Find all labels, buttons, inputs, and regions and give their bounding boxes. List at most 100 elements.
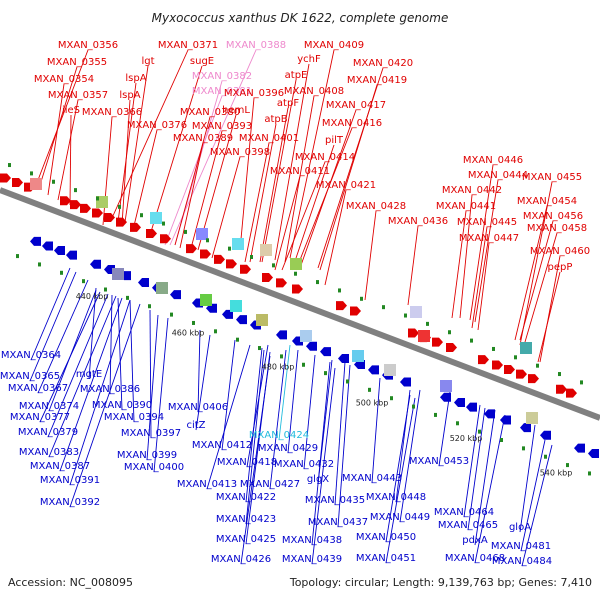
reverse-gene-label[interactable]: MXAN_0451 bbox=[356, 553, 416, 564]
forward-gene-label[interactable]: MXAN_0446 bbox=[463, 155, 523, 166]
reverse-gene-label[interactable]: MXAN_0367 bbox=[8, 383, 68, 394]
forward-gene-label[interactable]: MXAN_0409 bbox=[304, 40, 364, 51]
forward-gene-label[interactable]: lgt bbox=[141, 56, 154, 67]
forward-gene-label[interactable]: MXAN_0417 bbox=[326, 100, 386, 111]
forward-gene-label[interactable]: MXAN_0428 bbox=[346, 201, 406, 212]
reverse-gene-label[interactable]: MXAN_0418 bbox=[217, 457, 277, 468]
forward-gene-label[interactable]: ileS bbox=[62, 105, 80, 116]
forward-gene-label[interactable]: hemL bbox=[222, 105, 250, 116]
forward-gene-label[interactable]: MXAN_0454 bbox=[517, 196, 577, 207]
reverse-gene-label[interactable]: MXAN_0438 bbox=[282, 535, 342, 546]
forward-gene-label[interactable]: MXAN_0389 bbox=[173, 133, 233, 144]
reverse-gene-label[interactable]: glgX bbox=[307, 474, 329, 485]
reverse-gene-label[interactable]: MXAN_0425 bbox=[216, 534, 276, 545]
reverse-gene-label[interactable]: MXAN_0437 bbox=[308, 517, 368, 528]
reverse-gene-label[interactable]: MXAN_0481 bbox=[491, 541, 551, 552]
reverse-gene-label[interactable]: MXAN_0427 bbox=[240, 479, 300, 490]
forward-gene-label[interactable]: ychF bbox=[297, 54, 321, 65]
forward-gene-label[interactable]: atpE bbox=[285, 70, 308, 81]
reverse-gene-label[interactable]: MXAN_0484 bbox=[492, 556, 552, 567]
reverse-gene-label[interactable]: MXAN_0391 bbox=[40, 475, 100, 486]
reverse-gene-label[interactable]: MXAN_0453 bbox=[409, 456, 469, 467]
reverse-gene-label[interactable]: MXAN_0392 bbox=[40, 497, 100, 508]
reverse-gene-label[interactable]: MXAN_0383 bbox=[19, 447, 79, 458]
forward-gene-label[interactable]: MXAN_0441 bbox=[436, 201, 496, 212]
forward-gene-label[interactable]: lspA bbox=[125, 73, 146, 84]
forward-gene-label[interactable]: MXAN_0398 bbox=[210, 147, 270, 158]
reverse-gene-label[interactable]: MXAN_0394 bbox=[104, 412, 164, 423]
reverse-gene-label[interactable]: MXAN_0449 bbox=[370, 512, 430, 523]
reverse-gene-label[interactable]: mgtE bbox=[76, 369, 102, 380]
reverse-gene-label[interactable]: MXAN_0424 bbox=[249, 430, 309, 441]
forward-gene-label[interactable]: MXAN_0442 bbox=[442, 185, 502, 196]
forward-gene-label[interactable]: MXAN_0366 bbox=[82, 107, 142, 118]
reverse-gene-label[interactable]: MXAN_0422 bbox=[216, 492, 276, 503]
reverse-gene-label[interactable]: MXAN_0448 bbox=[366, 492, 426, 503]
reverse-gene-label[interactable]: MXAN_0406 bbox=[168, 402, 228, 413]
forward-gene-label[interactable]: MXAN_0436 bbox=[388, 216, 448, 227]
forward-gene-label[interactable]: MXAN_0411 bbox=[270, 166, 330, 177]
forward-gene-label[interactable]: MXAN_0447 bbox=[459, 233, 519, 244]
forward-gene-label[interactable]: MXAN_0396 bbox=[224, 88, 284, 99]
forward-gene-label[interactable]: MXAN_0355 bbox=[47, 57, 107, 68]
reverse-gene-label[interactable]: MXAN_0468 bbox=[445, 553, 505, 564]
forward-gene-label[interactable]: MXAN_0380 bbox=[180, 107, 240, 118]
reverse-gene-label[interactable]: MXAN_0423 bbox=[216, 514, 276, 525]
reverse-gene-label[interactable]: MXAN_0464 bbox=[434, 507, 494, 518]
forward-gene-label[interactable]: MXAN_0393 bbox=[192, 121, 252, 132]
forward-gene-label[interactable]: MXAN_0382 bbox=[192, 71, 252, 82]
reverse-gene-label[interactable]: MXAN_0443 bbox=[342, 473, 402, 484]
reverse-gene-label[interactable]: MXAN_0364 bbox=[1, 350, 61, 361]
forward-gene-label[interactable]: MXAN_0444 bbox=[468, 170, 528, 181]
reverse-gene-label[interactable]: MXAN_0387 bbox=[30, 461, 90, 472]
reverse-gene-label[interactable]: MXAN_0412 bbox=[192, 440, 252, 451]
reverse-gene-label[interactable]: MXAN_0390 bbox=[92, 400, 152, 411]
reverse-gene-label[interactable]: MXAN_0386 bbox=[80, 384, 140, 395]
forward-gene-label[interactable]: lspA bbox=[119, 90, 140, 101]
forward-gene-label[interactable]: MXAN_0376 bbox=[127, 120, 187, 131]
forward-gene-label[interactable]: sugE bbox=[190, 56, 214, 67]
forward-gene-label[interactable]: MXAN_0401 bbox=[239, 133, 299, 144]
reverse-gene-label[interactable]: MXAN_0379 bbox=[18, 427, 78, 438]
forward-gene-label[interactable]: atpF bbox=[277, 98, 299, 109]
reverse-gene-label[interactable]: MXAN_0439 bbox=[282, 554, 342, 565]
reverse-gene-label[interactable]: MXAN_0399 bbox=[117, 450, 177, 461]
reverse-gene-label[interactable]: MXAN_0377 bbox=[10, 412, 70, 423]
reverse-gene-label[interactable]: citZ bbox=[186, 420, 205, 431]
reverse-gene-label[interactable]: MXAN_0465 bbox=[438, 520, 498, 531]
marker-dot bbox=[60, 270, 63, 275]
forward-gene-label[interactable]: MXAN_0414 bbox=[295, 152, 355, 163]
forward-gene-label[interactable]: MXAN_0388 bbox=[226, 40, 286, 51]
forward-gene-label[interactable]: MXAN_0408 bbox=[284, 86, 344, 97]
forward-gene-label[interactable]: MXAN_0419 bbox=[347, 75, 407, 86]
forward-gene-label[interactable]: MXAN_0371 bbox=[158, 40, 218, 51]
reverse-gene-label[interactable]: MXAN_0365 bbox=[0, 371, 60, 382]
forward-gene-label[interactable]: MXAN_0421 bbox=[316, 180, 376, 191]
reverse-gene-label[interactable]: MXAN_0426 bbox=[211, 554, 271, 565]
forward-gene-label[interactable]: MXAN_0445 bbox=[457, 217, 517, 228]
forward-gene-label[interactable]: pilT bbox=[325, 135, 344, 146]
forward-gene-label[interactable]: MXAN_0357 bbox=[48, 90, 108, 101]
reverse-gene-label[interactable]: gloA bbox=[509, 522, 531, 533]
forward-gene-label[interactable]: MXAN_0456 bbox=[523, 211, 583, 222]
reverse-gene-label[interactable]: MXAN_0432 bbox=[274, 459, 334, 470]
reverse-gene-label[interactable]: MXAN_0450 bbox=[356, 532, 416, 543]
forward-gene-label[interactable]: MXAN_0455 bbox=[522, 172, 582, 183]
forward-gene-label[interactable]: MXAN_0354 bbox=[34, 74, 94, 85]
reverse-gene-label[interactable]: MXAN_0397 bbox=[121, 428, 181, 439]
forward-gene-label[interactable]: pepP bbox=[548, 262, 573, 273]
forward-gene-label[interactable]: MXAN_0416 bbox=[322, 118, 382, 129]
forward-gene-label[interactable]: MXAN_0420 bbox=[353, 58, 413, 69]
reverse-gene-label[interactable]: MXAN_0435 bbox=[305, 495, 365, 506]
forward-gene-label[interactable]: MXAN_0460 bbox=[530, 246, 590, 257]
forward-gene-label[interactable]: MXAN_0381 bbox=[192, 86, 252, 97]
forward-gene-label[interactable]: atpB bbox=[264, 114, 287, 125]
reverse-gene-label[interactable]: MXAN_0400 bbox=[124, 462, 184, 473]
forward-gene-label[interactable]: MXAN_0356 bbox=[58, 40, 118, 51]
reverse-gene-label[interactable]: pdxA bbox=[462, 535, 488, 546]
reverse-gene-label[interactable]: MXAN_0429 bbox=[258, 443, 318, 454]
gene-labels[interactable]: MXAN_0356 MXAN_0355 MXAN_0354 MXAN_0357 ileS… bbox=[0, 40, 590, 567]
forward-gene-label[interactable]: MXAN_0458 bbox=[527, 223, 587, 234]
reverse-gene-label[interactable]: MXAN_0374 bbox=[19, 401, 79, 412]
reverse-gene-label[interactable]: MXAN_0413 bbox=[177, 479, 237, 490]
